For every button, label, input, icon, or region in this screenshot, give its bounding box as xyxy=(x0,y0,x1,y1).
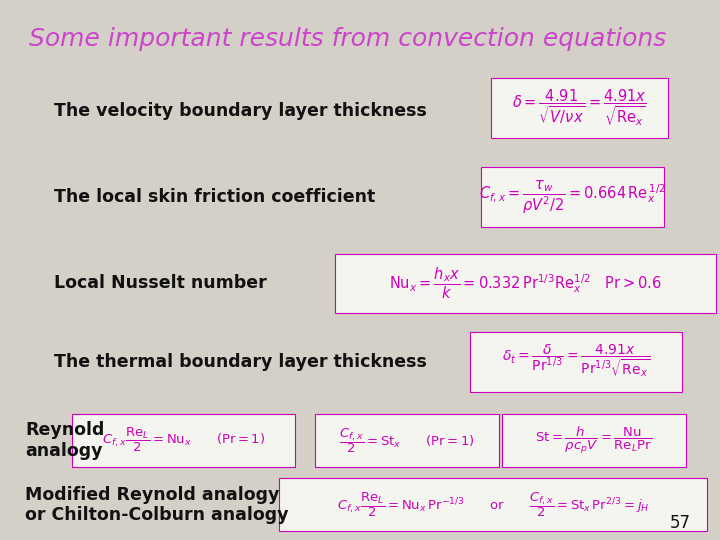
Text: 57: 57 xyxy=(670,514,691,532)
Text: $C_{f,x}\dfrac{\mathrm{Re}_L}{2} = \mathrm{Nu}_x\,\mathrm{Pr}^{-1/3} \qquad \mat: $C_{f,x}\dfrac{\mathrm{Re}_L}{2} = \math… xyxy=(337,490,649,519)
FancyBboxPatch shape xyxy=(315,414,498,467)
FancyBboxPatch shape xyxy=(72,414,295,467)
Text: $\dfrac{C_{f,x}}{2} = \mathrm{St}_x \qquad (\mathrm{Pr}=1)$: $\dfrac{C_{f,x}}{2} = \mathrm{St}_x \qqu… xyxy=(339,426,474,455)
FancyBboxPatch shape xyxy=(502,414,685,467)
FancyBboxPatch shape xyxy=(481,167,665,227)
Text: The velocity boundary layer thickness: The velocity boundary layer thickness xyxy=(54,102,427,120)
Text: $\mathrm{Nu}_x = \dfrac{h_x x}{k} = 0.332\,\mathrm{Pr}^{1/3}\mathrm{Re}_x^{1/2} : $\mathrm{Nu}_x = \dfrac{h_x x}{k} = 0.33… xyxy=(390,266,662,301)
FancyBboxPatch shape xyxy=(279,478,707,531)
Text: Some important results from convection equations: Some important results from convection e… xyxy=(29,27,666,51)
Text: $C_{f,x} = \dfrac{\tau_w}{\rho V^2/2} = 0.664\,\mathrm{Re}_x^{\,1/2}$: $C_{f,x} = \dfrac{\tau_w}{\rho V^2/2} = … xyxy=(479,178,666,216)
FancyBboxPatch shape xyxy=(335,254,716,313)
Text: $\mathrm{St} = \dfrac{h}{\rho c_p V} = \dfrac{\mathrm{Nu}}{\mathrm{Re}_L\mathrm{: $\mathrm{St} = \dfrac{h}{\rho c_p V} = \… xyxy=(536,424,652,456)
Text: The thermal boundary layer thickness: The thermal boundary layer thickness xyxy=(54,353,427,371)
Text: $C_{f,x}\dfrac{\mathrm{Re}_L}{2} = \mathrm{Nu}_x \qquad (\mathrm{Pr}=1)$: $C_{f,x}\dfrac{\mathrm{Re}_L}{2} = \math… xyxy=(102,426,265,454)
Text: Reynold
analogy: Reynold analogy xyxy=(25,421,104,460)
Text: Local Nusselt number: Local Nusselt number xyxy=(54,274,266,293)
Text: $\delta_t = \dfrac{\delta}{\mathrm{Pr}^{1/3}} = \dfrac{4.91x}{\mathrm{Pr}^{1/3}\: $\delta_t = \dfrac{\delta}{\mathrm{Pr}^{… xyxy=(502,343,650,380)
FancyBboxPatch shape xyxy=(470,332,683,392)
Text: Modified Reynold analogy
or Chilton-Colburn analogy: Modified Reynold analogy or Chilton-Colb… xyxy=(25,485,289,524)
FancyBboxPatch shape xyxy=(491,78,668,138)
Text: $\delta = \dfrac{4.91}{\sqrt{V/\nu x}} = \dfrac{4.91x}{\sqrt{\mathrm{Re}_x}}$: $\delta = \dfrac{4.91}{\sqrt{V/\nu x}} =… xyxy=(512,88,647,128)
Text: The local skin friction coefficient: The local skin friction coefficient xyxy=(54,188,375,206)
